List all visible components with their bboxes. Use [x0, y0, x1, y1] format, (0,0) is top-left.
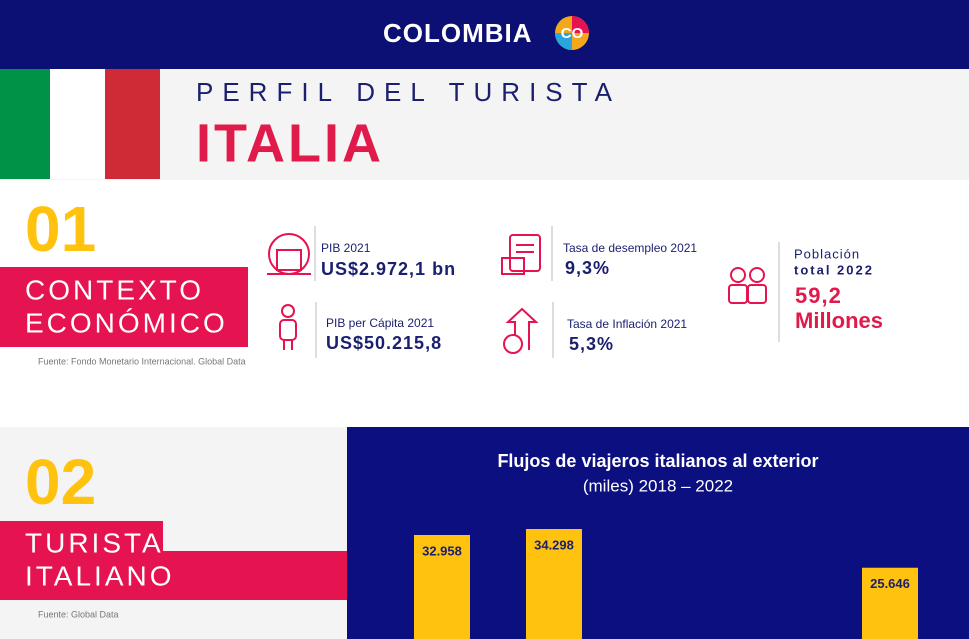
population-value: 59,2 — [795, 283, 842, 308]
flag-red — [105, 69, 160, 179]
bar — [526, 528, 582, 639]
metric-value: US$2.972,1 bn — [321, 259, 456, 279]
source-note: Fuente: Global Data — [38, 609, 119, 619]
population-label: Población — [794, 246, 860, 261]
icon-inflation — [503, 307, 539, 354]
section-title: ECONÓMICO — [25, 307, 228, 338]
icon-population — [728, 267, 767, 304]
chart-subtitle: (miles) 2018 – 2022 — [583, 476, 733, 495]
metric-label: PIB per Cápita 2021 — [326, 316, 434, 330]
section-title: CONTEXTO — [25, 274, 204, 305]
metric-value: US$50.215,8 — [326, 333, 442, 353]
bar-value-label: 32.958 — [422, 543, 462, 558]
banner-kicker: PERFIL DEL TURISTA — [196, 77, 621, 107]
section-title-box — [0, 267, 248, 347]
logo-badge-part — [572, 16, 589, 33]
bar — [414, 535, 470, 639]
metric-value: 5,3% — [569, 334, 614, 354]
metric-value: 9,3% — [565, 258, 610, 278]
bar — [862, 567, 918, 639]
logo: COLOMBIA — [383, 18, 533, 48]
bar-value-label: 25.646 — [870, 576, 910, 591]
section-title: ITALIANO — [25, 560, 175, 591]
metric-label: Tasa de desempleo 2021 — [563, 241, 697, 255]
chart-title: Flujos de viajeros italianos al exterior — [497, 451, 818, 471]
metric-label: Tasa de Inflación 2021 — [567, 317, 687, 331]
metric-label: PIB 2021 — [321, 241, 371, 255]
banner — [0, 69, 969, 180]
section-number: 01 — [25, 193, 96, 265]
flag-white — [50, 69, 105, 179]
flag-green — [0, 69, 50, 179]
logo-badge: CO — [561, 25, 584, 42]
section-title: TURISTA — [25, 527, 164, 558]
source-note: Fuente: Fondo Monetario Internacional. G… — [38, 356, 246, 366]
icon-factory — [267, 233, 311, 275]
logo-badge-part — [555, 33, 572, 50]
header-bar — [0, 0, 969, 69]
population-label: total 2022 — [794, 262, 874, 277]
banner-country: ITALIA — [196, 113, 384, 173]
population-value: Millones — [795, 308, 883, 333]
section-number: 02 — [25, 446, 96, 518]
section-title-box — [0, 521, 347, 600]
icon-person — [279, 304, 297, 350]
bar-value-label: 34.298 — [534, 537, 574, 552]
icon-document — [501, 234, 541, 275]
